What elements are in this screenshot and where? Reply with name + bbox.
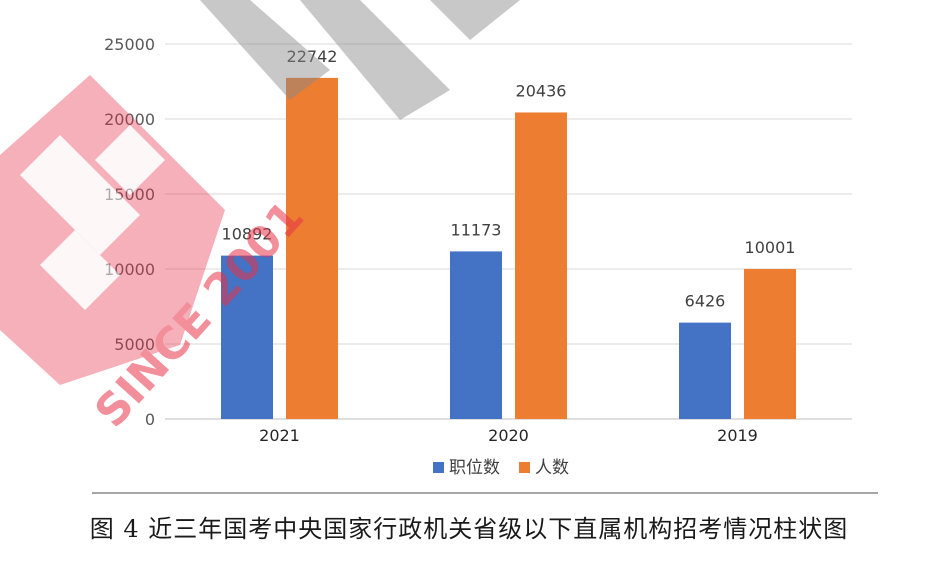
figure-caption: 图 4 近三年国考中央国家行政机关省级以下直属机构招考情况柱状图 xyxy=(89,515,849,543)
bar xyxy=(515,112,567,420)
bars xyxy=(221,77,796,420)
legend-swatch xyxy=(519,462,530,473)
data-labels: 10892 22742 11173 20436 6426 10001 xyxy=(222,47,796,311)
bar xyxy=(679,322,731,419)
bar xyxy=(744,268,796,419)
data-label: 10892 xyxy=(222,225,273,244)
watermark-grey-cross xyxy=(200,0,520,120)
data-label: 11173 xyxy=(451,220,502,239)
y-axis-ticks: 0 5000 10000 15000 20000 25000 xyxy=(104,35,155,429)
y-tick-label: 25000 xyxy=(104,35,155,54)
data-label: 22742 xyxy=(287,47,338,66)
y-tick-label: 5000 xyxy=(114,335,155,354)
gridlines xyxy=(165,43,852,420)
bar xyxy=(450,251,502,419)
bar xyxy=(221,255,273,419)
watermark-red-shield xyxy=(0,75,225,385)
legend-label: 人数 xyxy=(535,458,569,478)
data-label: 6426 xyxy=(685,292,726,311)
legend: 职位数 人数 xyxy=(433,458,569,478)
y-tick-label: 10000 xyxy=(104,260,155,279)
legend-swatch xyxy=(433,462,444,473)
watermark-logo: SINCE 2001 xyxy=(0,0,520,437)
caption-divider xyxy=(92,492,878,494)
x-tick-label: 2019 xyxy=(717,426,758,445)
y-tick-label: 0 xyxy=(145,410,155,429)
bar-chart: 0 5000 10000 15000 20000 25000 10892 22742 1117… xyxy=(0,0,852,478)
bar xyxy=(286,77,338,420)
x-tick-label: 2020 xyxy=(488,426,529,445)
x-axis-ticks: 2021 2020 2019 xyxy=(259,426,758,445)
legend-label: 职位数 xyxy=(449,458,500,478)
y-tick-label: 20000 xyxy=(104,110,155,129)
data-label: 20436 xyxy=(516,81,567,100)
data-label: 10001 xyxy=(745,238,796,257)
y-tick-label: 15000 xyxy=(104,185,155,204)
x-tick-label: 2021 xyxy=(259,426,300,445)
